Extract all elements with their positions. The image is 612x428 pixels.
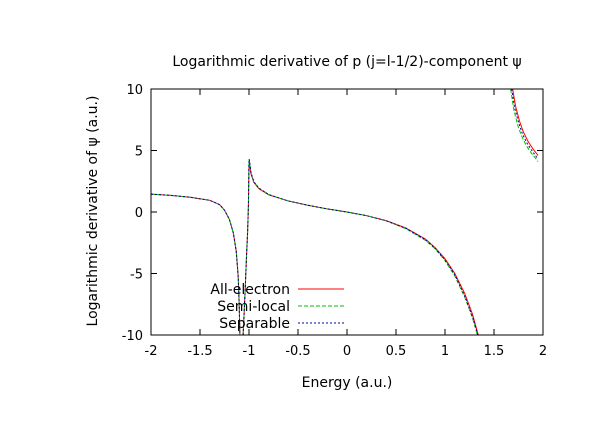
series-line-3-segment-1 — [151, 193, 241, 335]
x-tick-label: -1.5 — [187, 344, 212, 359]
series-separable — [151, 89, 539, 335]
x-tick-label: -2 — [145, 344, 158, 359]
y-axis-label: Logarithmic derivative of ψ (a.u.) — [85, 96, 101, 327]
series-line-3-segment-3 — [511, 89, 539, 160]
legend-label: All-electron — [210, 282, 290, 298]
x-axis-label: Energy (a.u.) — [302, 375, 393, 391]
chart-title: Logarithmic derivative of p (j=l-1/2)-co… — [172, 54, 521, 70]
axes: -2 -1.5 -1 -0.5 0 0.5 1 1.5 2 -10 -5 0 5 10 — [122, 83, 547, 359]
y-tick-label: 5 — [135, 145, 143, 160]
x-tick-label: 1 — [441, 344, 449, 359]
legend-label: Semi-local — [217, 299, 290, 315]
legend-label: Separable — [219, 316, 290, 332]
series-line-3-segment-2 — [242, 158, 479, 335]
x-tick-label: -1 — [243, 344, 256, 359]
plot-area — [151, 89, 539, 335]
x-tick-label: -0.5 — [285, 344, 310, 359]
x-tick-label: 0.5 — [386, 344, 407, 359]
x-tick-label: 1.5 — [484, 344, 505, 359]
y-tick-label: 10 — [126, 83, 143, 98]
series-line-1-segment-3 — [512, 89, 539, 156]
series-line-2-segment-3 — [510, 89, 539, 162]
y-tick-label: 0 — [135, 206, 143, 221]
x-tick-label: 2 — [539, 344, 547, 359]
y-tick-label: -5 — [130, 268, 143, 283]
x-tick-label: 0 — [343, 344, 351, 359]
y-tick-label: -10 — [122, 329, 143, 344]
